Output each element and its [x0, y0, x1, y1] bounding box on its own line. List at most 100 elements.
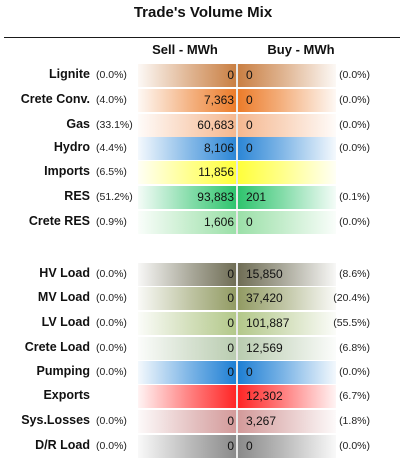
buy-value: 3,267 [246, 414, 277, 428]
buy-percent: (0.0%) [339, 366, 370, 378]
sell-value: 8,106 [203, 141, 234, 155]
buy-value: 0 [246, 365, 253, 379]
row-label: Gas [66, 117, 90, 131]
buy-bar [238, 89, 336, 112]
center-divider [236, 211, 238, 234]
buy-percent: (0.0%) [339, 119, 370, 131]
sell-percent: (51.2%) [96, 191, 133, 203]
center-divider [236, 186, 238, 209]
center-divider [236, 161, 238, 184]
sell-percent: (0.0%) [96, 440, 127, 452]
row-label: Hydro [53, 140, 90, 154]
row-label: D/R Load [35, 438, 90, 452]
sell-value: 0 [227, 414, 234, 428]
table-row: Lignite (0.0%) 0 0 (0.0%) [0, 64, 406, 87]
buy-percent: (0.0%) [339, 440, 370, 452]
sell-value: 0 [227, 341, 234, 355]
row-label: Exports [43, 388, 90, 402]
sell-value: 0 [227, 291, 234, 305]
buy-value: 101,887 [246, 316, 290, 330]
buy-value: 0 [246, 141, 253, 155]
buy-bar [238, 114, 336, 137]
buy-value: 0 [246, 215, 253, 229]
sell-bar [138, 211, 236, 234]
sell-value: 0 [227, 316, 234, 330]
table-row: Exports 12,302 (6.7%) [0, 385, 406, 408]
row-label: Imports [44, 164, 90, 178]
row-label: Pumping [36, 364, 90, 378]
buy-percent: (0.0%) [339, 69, 370, 81]
buy-percent: (0.0%) [339, 94, 370, 106]
buy-percent: (0.1%) [339, 191, 370, 203]
table-row: Sys.Losses (0.0%) 0 3,267 (1.8%) [0, 410, 406, 433]
row-label: MV Load [37, 290, 90, 304]
sell-column-header: Sell - MWh [152, 42, 218, 57]
buy-percent: (0.0%) [339, 142, 370, 154]
center-divider [236, 435, 238, 458]
sell-value: 93,883 [197, 190, 234, 204]
table-row: HV Load (0.0%) 0 15,850 (8.6%) [0, 263, 406, 286]
sell-percent: (0.0%) [96, 268, 127, 280]
sell-percent: (0.0%) [96, 366, 127, 378]
sell-value: 11,856 [198, 165, 234, 179]
buy-bar [238, 287, 336, 310]
row-label: Crete Load [24, 340, 90, 354]
buy-bar [238, 361, 336, 384]
buy-value: 0 [246, 118, 253, 132]
table-row: Crete Load (0.0%) 0 12,569 (6.8%) [0, 337, 406, 360]
sell-percent: (0.0%) [96, 317, 127, 329]
buy-bar [238, 312, 336, 335]
center-divider [236, 64, 238, 87]
sell-bar [138, 64, 236, 87]
buy-percent: (6.8%) [339, 342, 370, 354]
center-divider [236, 385, 238, 408]
center-divider [236, 137, 238, 160]
buy-bar [238, 410, 336, 433]
center-divider [236, 114, 238, 137]
center-divider [236, 361, 238, 384]
sell-bar [138, 385, 236, 408]
buy-value: 12,302 [246, 389, 283, 403]
table-row: D/R Load (0.0%) 0 0 (0.0%) [0, 435, 406, 458]
row-label: Lignite [49, 67, 90, 81]
buy-value: 0 [246, 93, 253, 107]
sell-percent: (33.1%) [96, 119, 133, 131]
buy-bar [238, 263, 336, 286]
sell-bar [138, 161, 236, 184]
buy-bar [238, 186, 336, 209]
table-row: Pumping (0.0%) 0 0 (0.0%) [0, 361, 406, 384]
sell-bar [138, 186, 236, 209]
sell-bar [138, 435, 236, 458]
sell-bar [138, 137, 236, 160]
buy-bar [238, 211, 336, 234]
buy-bar [238, 337, 336, 360]
center-divider [236, 89, 238, 112]
buy-bar [238, 137, 336, 160]
buy-value: 15,850 [246, 267, 283, 281]
sell-percent: (4.4%) [96, 142, 127, 154]
sell-value: 1,606 [203, 215, 234, 229]
row-label: LV Load [41, 315, 90, 329]
buy-bar [238, 385, 336, 408]
table-row: Imports (6.5%) 11,856 [0, 161, 406, 184]
table-row: Gas (33.1%) 60,683 0 (0.0%) [0, 114, 406, 137]
sell-percent: (0.0%) [96, 292, 127, 304]
sell-bar [138, 263, 236, 286]
sell-bar [138, 337, 236, 360]
sell-bar [138, 410, 236, 433]
row-label: RES [64, 189, 90, 203]
buy-value: 0 [246, 439, 253, 453]
table-row: MV Load (0.0%) 0 37,420 (20.4%) [0, 287, 406, 310]
buy-percent: (0.0%) [339, 216, 370, 228]
buy-value: 201 [246, 190, 267, 204]
center-divider [236, 263, 238, 286]
buy-bar [238, 161, 336, 184]
row-label: Crete Conv. [20, 92, 90, 106]
buy-percent: (6.7%) [339, 390, 370, 402]
chart-title: Trade's Volume Mix [133, 4, 273, 21]
buy-percent: (20.4%) [333, 292, 370, 304]
table-row: LV Load (0.0%) 0 101,887 (55.5%) [0, 312, 406, 335]
buy-percent: (1.8%) [339, 415, 370, 427]
sell-value: 0 [227, 439, 234, 453]
